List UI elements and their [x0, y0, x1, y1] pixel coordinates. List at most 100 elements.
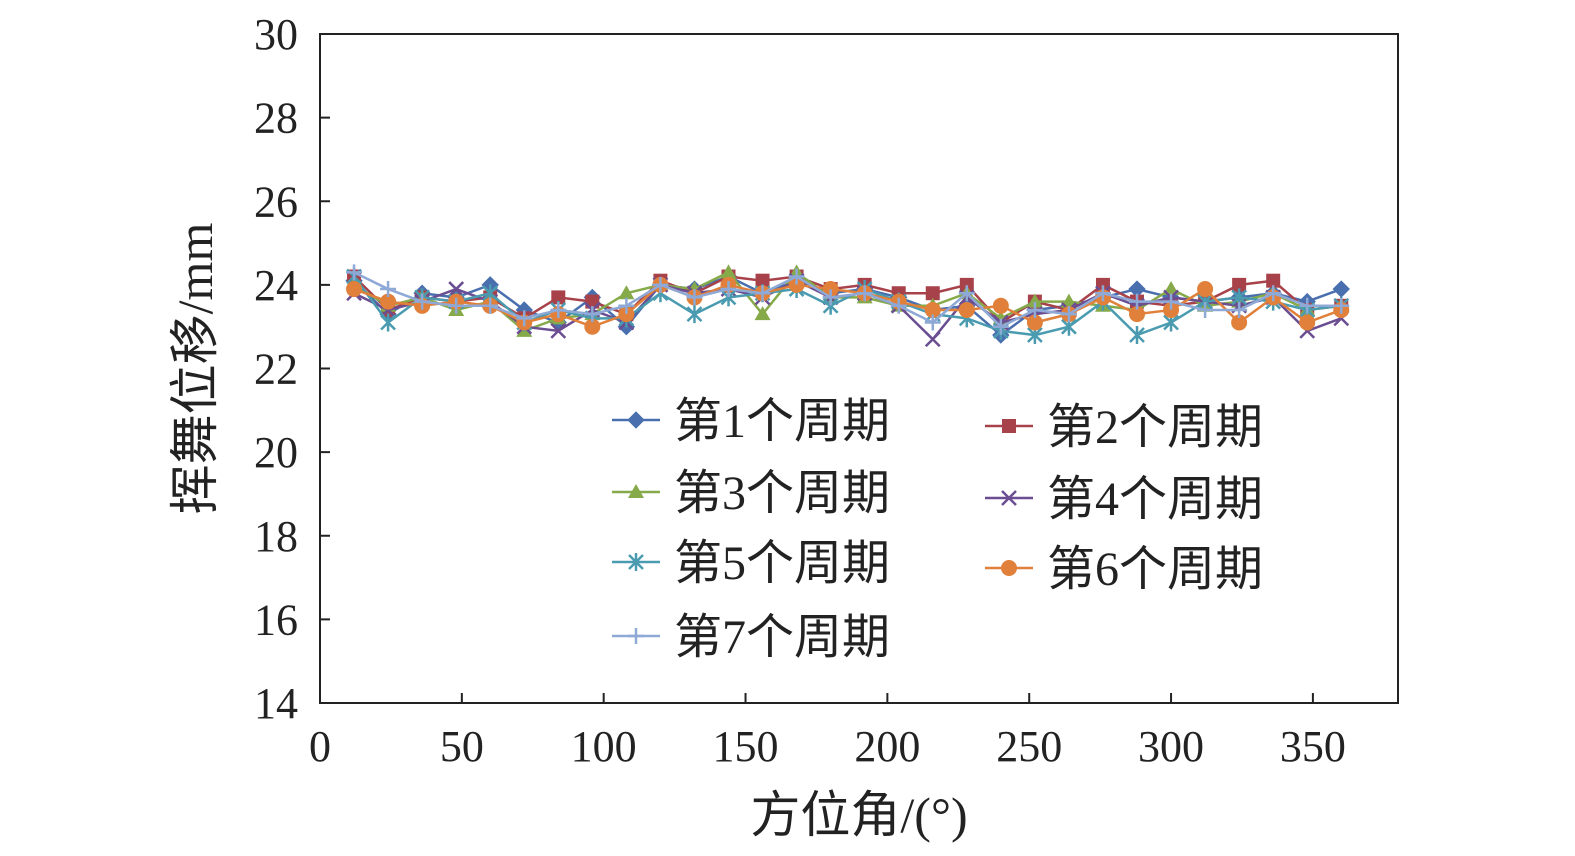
data-point [1197, 281, 1214, 298]
legend-marker [1001, 560, 1017, 576]
y-tick-label: 16 [254, 595, 298, 644]
y-tick-label: 14 [254, 679, 298, 728]
legend-marker [1001, 490, 1017, 506]
data-point [924, 314, 941, 331]
x-tick-label: 350 [1280, 722, 1346, 771]
series-layer [345, 264, 1350, 348]
data-point [550, 301, 567, 318]
data-point [822, 289, 839, 306]
data-point [1163, 281, 1180, 296]
data-point [754, 285, 771, 302]
legend-item: 第7个周期 [612, 611, 890, 664]
data-point [1231, 314, 1248, 331]
data-point [618, 285, 635, 300]
data-point [856, 285, 873, 302]
series-line [353, 271, 1342, 329]
plot-area [319, 33, 1399, 704]
y-tick-label: 26 [254, 177, 298, 226]
legend-label: 第7个周期 [674, 611, 890, 664]
legend-marker [628, 628, 644, 644]
x-tick-label: 300 [1138, 722, 1204, 771]
x-tick-label: 50 [440, 722, 484, 771]
x-tick-label: 200 [854, 722, 920, 771]
data-point [992, 318, 1009, 335]
legend-item: 第3个周期 [612, 467, 890, 520]
data-point [414, 293, 431, 310]
series-7 [346, 264, 1350, 335]
y-tick-label: 18 [254, 512, 298, 561]
plot-frame [319, 33, 1399, 704]
data-point [925, 286, 940, 301]
data-point [1299, 297, 1316, 314]
y-tick-label: 30 [254, 10, 298, 59]
data-point [1299, 314, 1316, 331]
y-axis-title: 挥舞位移/mm [167, 223, 223, 515]
y-tick-label: 28 [254, 94, 298, 143]
data-point [686, 305, 703, 324]
data-point [550, 322, 567, 339]
legend-marker [628, 553, 644, 571]
data-point [1129, 326, 1145, 345]
data-point [1265, 285, 1282, 302]
data-point [1163, 301, 1180, 318]
x-tick-label: 100 [571, 722, 637, 771]
data-point [1333, 297, 1350, 314]
data-point [958, 285, 975, 302]
data-point [380, 281, 397, 298]
data-point [448, 297, 465, 314]
data-point [551, 290, 566, 305]
data-point [1332, 280, 1350, 298]
legend-label: 第1个周期 [674, 395, 890, 448]
data-point [755, 273, 770, 288]
legend-label: 第2个周期 [1047, 401, 1263, 454]
y-tick-label: 20 [254, 428, 298, 477]
data-point [618, 297, 635, 314]
data-point [958, 301, 975, 318]
data-point [448, 281, 465, 297]
data-point [1163, 293, 1180, 310]
legend-item: 第6个周期 [985, 543, 1263, 596]
data-point [346, 264, 363, 281]
data-point [1232, 277, 1247, 292]
data-point [1060, 293, 1077, 308]
data-point [959, 277, 974, 292]
data-point [788, 268, 805, 285]
data-point [686, 289, 703, 306]
data-point [992, 297, 1009, 314]
data-point [1094, 285, 1111, 302]
data-point [788, 276, 805, 293]
data-point [1026, 314, 1043, 331]
data-point [1197, 301, 1214, 318]
data-point [720, 281, 737, 298]
legend-marker [1002, 419, 1016, 433]
data-point [754, 306, 771, 321]
data-point [380, 313, 396, 332]
x-axis-title: 方位角/(°) [750, 787, 967, 843]
legend-label: 第6个周期 [1047, 543, 1263, 596]
x-tick-label: 0 [309, 722, 331, 771]
y-tick-label: 22 [254, 345, 298, 394]
legend-marker [627, 411, 645, 429]
data-point [482, 297, 499, 314]
data-point [924, 301, 941, 318]
x-tick-label: 250 [996, 722, 1062, 771]
data-point [1266, 273, 1281, 288]
legend-item: 第1个周期 [612, 395, 890, 448]
data-point [1060, 306, 1077, 323]
legend-label: 第3个周期 [674, 467, 890, 520]
legend-item: 第4个周期 [985, 473, 1263, 526]
data-point [584, 306, 601, 323]
data-point [1129, 306, 1146, 323]
data-point [1129, 293, 1146, 310]
data-point [516, 310, 533, 327]
data-point [822, 281, 839, 298]
legend-label: 第4个周期 [1047, 473, 1263, 526]
data-point [584, 318, 601, 335]
legend-item: 第2个周期 [985, 401, 1263, 454]
legend-marker [628, 484, 644, 498]
y-tick-label: 24 [254, 261, 298, 310]
data-point [1026, 293, 1043, 308]
series-line [353, 270, 1342, 333]
